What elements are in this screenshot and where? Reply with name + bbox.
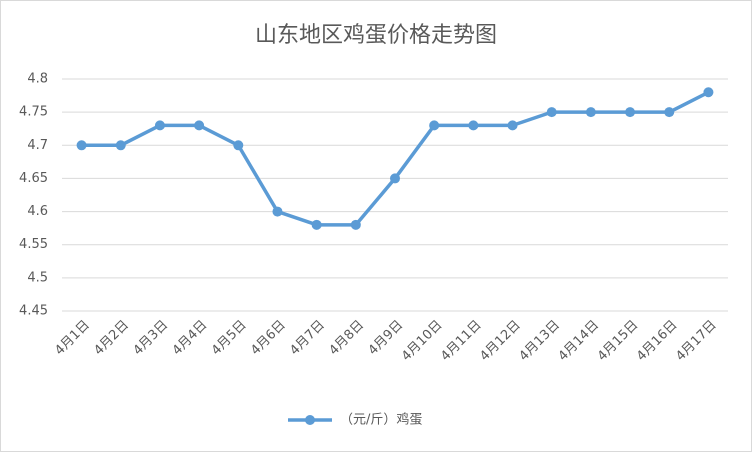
point — [468, 120, 479, 131]
point — [311, 219, 322, 230]
point — [194, 120, 205, 131]
y-tick-label: 4.65 — [19, 171, 48, 186]
point — [154, 120, 165, 131]
point — [76, 140, 87, 151]
point — [115, 140, 126, 151]
y-tick-label: 4.6 — [27, 204, 48, 219]
point — [233, 140, 244, 151]
point — [625, 107, 636, 118]
y-tick-label: 4.75 — [19, 105, 48, 120]
y-tick-label: 4.45 — [19, 304, 48, 319]
point — [507, 120, 518, 131]
point — [703, 87, 714, 98]
point — [272, 206, 283, 217]
point — [546, 107, 557, 118]
y-tick-label: 4.8 — [27, 72, 48, 87]
point — [390, 173, 400, 184]
legend-marker — [305, 415, 315, 425]
point — [664, 107, 675, 118]
point — [350, 219, 361, 230]
y-tick-label: 4.5 — [27, 270, 48, 285]
legend-label: （元/斤）鸡蛋 — [340, 412, 422, 428]
point — [429, 120, 440, 131]
y-tick-label: 4.7 — [27, 138, 48, 153]
y-tick-label: 4.55 — [19, 237, 48, 252]
chart-title: 山东地区鸡蛋价格走势图 — [255, 23, 497, 48]
point — [585, 107, 596, 118]
